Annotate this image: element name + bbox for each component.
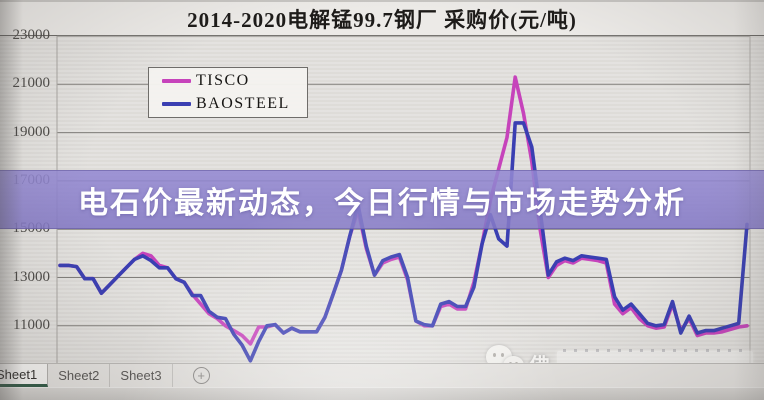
legend-item: BAOSTEEL	[162, 95, 307, 113]
series-line-baosteel	[58, 121, 749, 363]
sheet-tab-sheet3[interactable]: Sheet3	[110, 364, 173, 387]
add-sheet-button[interactable]: +	[192, 367, 210, 384]
y-axis-tick: 23000	[12, 27, 51, 43]
legend-label: TISCO	[196, 72, 250, 89]
headline-banner: 电石价最新动态，今日行情与市场走势分析	[0, 170, 764, 229]
legend-swatch-tisco	[162, 79, 191, 83]
legend-item: TISCO	[162, 72, 307, 90]
legend-swatch-baosteel	[162, 102, 191, 106]
y-axis-tick: 11000	[13, 316, 50, 333]
sheet-tab-bar: Sheet1 Sheet2 Sheet3 +	[0, 363, 764, 387]
sheet-tab-sheet2[interactable]: Sheet2	[48, 364, 111, 387]
chart-title-bar: 2014-2020电解锰99.7钢厂 采购价(元/吨)	[0, 0, 764, 36]
chart-legend: TISCO BAOSTEEL	[148, 67, 308, 118]
y-axis-tick: 13000	[12, 268, 51, 285]
chart-title: 2014-2020电解锰99.7钢厂 采购价(元/吨)	[187, 7, 577, 32]
status-bar	[0, 387, 764, 400]
y-axis-tick: 21000	[12, 75, 51, 92]
y-axis-tick: 19000	[12, 123, 51, 140]
sheet-tab-sheet1[interactable]: Sheet1	[0, 364, 49, 387]
legend-label: BAOSTEEL	[196, 95, 290, 112]
headline-text: 电石价最新动态，今日行情与市场走势分析	[78, 186, 686, 220]
sheet-tab-strip: Sheet1 Sheet2 Sheet3	[0, 364, 173, 387]
